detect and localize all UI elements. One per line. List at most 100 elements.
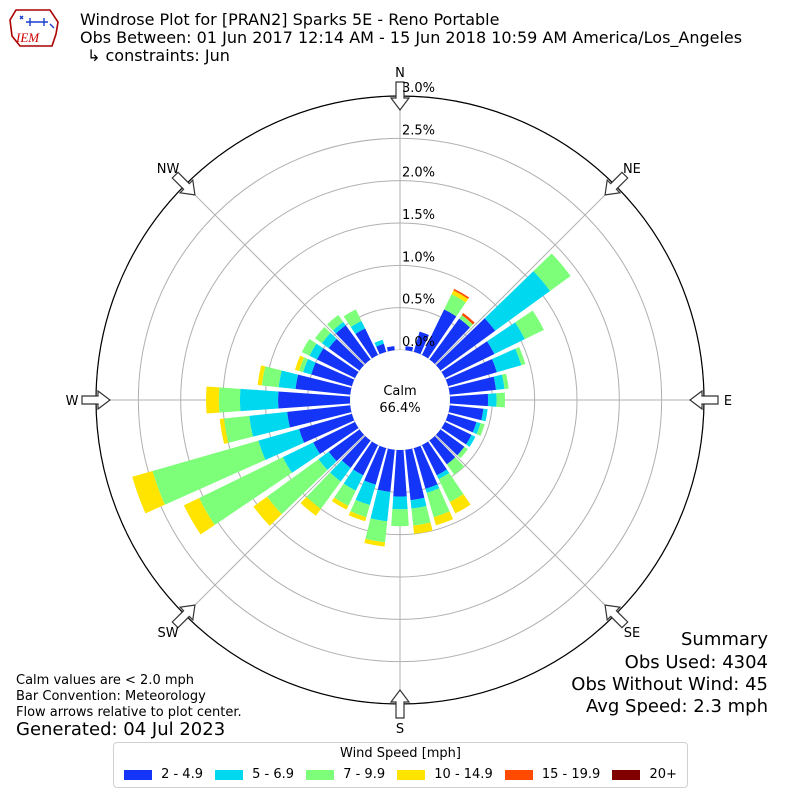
summary-avg-speed: Avg Speed: 2.3 mph [586, 696, 768, 717]
windrose-bar-segment [311, 362, 355, 387]
windrose-bar-segment [376, 343, 387, 355]
windrose-bar-segment [257, 365, 266, 386]
windrose-bar-segment [295, 374, 352, 395]
windrose-bar-segment [413, 331, 429, 355]
windrose-bar-segment [501, 373, 509, 390]
windrose-bar-segment [413, 445, 438, 489]
windrose-bar-segment [350, 320, 366, 334]
legend-label: 20+ [649, 767, 677, 782]
radial-tick-label: 2.5% [402, 123, 435, 138]
windrose-bar-segment [355, 480, 376, 506]
grid-spoke [399, 184, 616, 401]
windrose-bar-segment [484, 271, 551, 331]
windrose-bar-segment [413, 522, 433, 534]
windrose-bar-segment [441, 421, 472, 445]
calm-circle [350, 350, 450, 450]
windrose-bar-segment [425, 484, 440, 493]
flow-arrows-note: Flow arrows relative to plot center. [16, 705, 242, 720]
direction-label: E [724, 394, 732, 409]
legend-label: 7 - 9.9 [343, 767, 386, 782]
windrose-bar-segment [343, 309, 362, 327]
windrose-bar-segment [318, 451, 337, 471]
windrose-bar-segment [426, 488, 450, 518]
constraints-label: ↳ constraints: Jun [87, 46, 230, 65]
windrose-bar-segment [436, 469, 450, 480]
windrose-bar-segment [253, 496, 282, 526]
windrose-bar-segment [219, 418, 229, 444]
windrose-bar-segment [239, 388, 279, 412]
legend-item: 5 - 6.9 [215, 767, 294, 782]
summary-obs-used: Obs Used: 4304 [624, 652, 768, 673]
windrose-bar-segment [350, 499, 370, 518]
windrose-bar-segment [249, 411, 290, 437]
calm-label: Calm [383, 384, 416, 399]
windrose-bar-segment [448, 376, 497, 395]
windrose-bar-segment [493, 374, 505, 390]
flow-arrow [604, 171, 629, 196]
windrose-bar-segment [294, 355, 305, 372]
windrose-bars [132, 253, 571, 547]
direction-labels: N NE E SE S SW W NW [66, 66, 733, 737]
windrose-bar-segment [313, 421, 359, 454]
direction-label: W [66, 394, 79, 409]
windrose-bar-segment [303, 359, 316, 375]
windrose-bar-segment [364, 445, 387, 485]
bar-convention-note: Bar Convention: Meteorology [16, 689, 206, 704]
windrose-bar-segment [321, 332, 337, 349]
windrose-bar-segment [392, 496, 408, 510]
windrose-bar-segment [533, 253, 571, 291]
radial-tick-label: 2.0% [402, 166, 435, 181]
windrose-bar-segment [421, 441, 447, 476]
legend-swatch [124, 769, 153, 780]
summary-title: Summary [681, 629, 768, 650]
windrose-bar-segment [267, 459, 328, 515]
windrose-bar-segment [132, 470, 165, 514]
flow-arrow [171, 604, 196, 629]
flow-arrow [81, 389, 111, 411]
windrose-bar-segment [459, 315, 473, 328]
windrose-bar-segment [334, 483, 356, 506]
legend-label: 2 - 4.9 [161, 767, 203, 782]
radial-tick-label: 0.5% [402, 293, 435, 308]
windrose-bar-segment [461, 312, 475, 325]
windrose-bar-segment [278, 391, 351, 409]
flow-arrow [604, 604, 629, 629]
windrose-bar-segment [421, 309, 457, 359]
windrose-bar-segment [329, 460, 351, 482]
direction-label: S [396, 722, 404, 737]
windrose-bar-segment [438, 473, 464, 503]
windrose-bar-segment [433, 511, 454, 526]
windrose-bar-segment [261, 366, 282, 388]
windrose-bar-segment [299, 357, 308, 373]
windrose-bar-segment [299, 413, 355, 443]
generated-date: Generated: 04 Jul 2023 [16, 719, 226, 740]
windrose-bar-segment [466, 434, 476, 447]
direction-label: NW [157, 162, 180, 177]
windrose-bar-segment [481, 408, 488, 422]
logo-text: IEM [15, 30, 40, 45]
legend-swatch [612, 769, 641, 780]
windrose-bar-segment [309, 343, 324, 360]
direction-label: SW [158, 626, 179, 641]
windrose-bar-segment [306, 472, 341, 509]
windrose-bar-segment [386, 346, 395, 352]
legend-title: Wind Speed [mph] [340, 746, 461, 761]
direction-label: NE [623, 162, 641, 177]
radial-tick-labels: 0.0% 0.5% 1.0% 1.5% 2.0% 2.5% 3.0% [402, 81, 435, 350]
windrose-bar-segment [429, 318, 471, 365]
chart-title: Windrose Plot for [PRAN2] Sparks 5E - Re… [80, 10, 500, 29]
windrose-bar-segment [327, 315, 344, 331]
windrose-bar-segment [287, 405, 352, 428]
windrose-bar-segment [183, 498, 215, 535]
windrose-bar-segment [411, 506, 431, 526]
flow-arrow [389, 689, 411, 719]
windrose-bar-segment [152, 440, 266, 505]
windrose-bar-segment [410, 497, 427, 509]
summary-obs-without-wind: Obs Without Wind: 45 [571, 674, 768, 695]
windrose-bar-segment [429, 435, 456, 465]
windrose-bar-segment [218, 387, 241, 413]
legend-swatch [215, 769, 244, 780]
iem-logo: IEM [9, 9, 59, 47]
windrose-bar-segment [515, 310, 544, 340]
windrose-bar-segment [449, 494, 471, 514]
